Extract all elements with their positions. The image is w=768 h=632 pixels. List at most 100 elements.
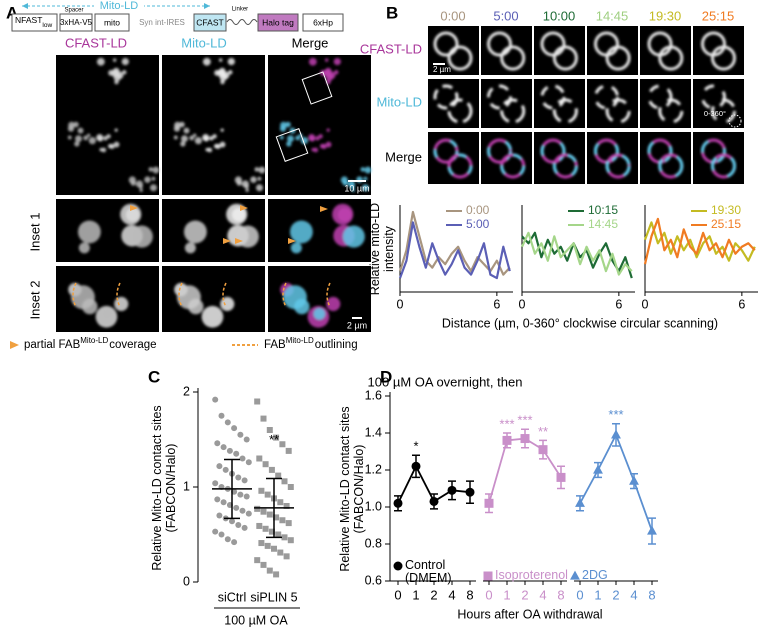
inset-box: [275, 128, 309, 162]
droplet: [244, 184, 249, 189]
droplet: [289, 220, 313, 244]
scan-label: 0-360°: [704, 109, 726, 118]
ring: [487, 31, 512, 57]
y-tick-label: 2: [183, 384, 190, 398]
micrograph: [693, 79, 744, 128]
marker: [264, 491, 271, 498]
micrograph-content: [647, 84, 684, 124]
y-axis-label: Relative Mito-LD contact sites (FABCON/H…: [338, 406, 366, 572]
micrograph-content: [594, 31, 631, 71]
droplet: [323, 69, 331, 78]
construct-box: [59, 13, 93, 32]
droplet: [113, 141, 120, 148]
marker: [218, 412, 225, 419]
micrograph-content: [540, 138, 578, 179]
droplet: [151, 176, 156, 181]
chart-title: 100 µM OA overnight, then: [368, 374, 523, 389]
marker: [262, 525, 269, 532]
ring: [711, 45, 736, 71]
droplet: [334, 70, 339, 75]
droplet: [148, 167, 154, 172]
droplet: [112, 58, 117, 62]
x-axis-label: Distance (µm, 0-360° clockwise circular …: [442, 316, 718, 330]
x-axis-label: 100 µM OA: [224, 613, 288, 627]
marker: [214, 496, 221, 503]
micrograph-content: [183, 203, 259, 254]
ring: [552, 98, 578, 124]
ring: [447, 98, 473, 124]
droplet: [279, 135, 284, 140]
droplet: [152, 166, 160, 174]
scale-bar-label: 2 µm: [433, 65, 451, 74]
marker: [214, 440, 221, 447]
droplet: [121, 57, 129, 66]
marker: [254, 557, 261, 564]
droplet: [203, 135, 210, 142]
construct-part: Syn int-IRES: [139, 18, 185, 27]
marker: [556, 472, 566, 482]
construct-box: [94, 13, 130, 32]
marker: [283, 503, 290, 509]
micrograph-content: [647, 138, 684, 179]
marker: [241, 524, 248, 531]
marker: [239, 507, 246, 514]
panel-label: C: [148, 367, 160, 386]
x-tick-label: 2: [521, 587, 528, 602]
coverage-marker: [320, 206, 328, 212]
legend-label: 2DG: [582, 568, 608, 582]
construct-part: 3xHA-V5: [60, 18, 93, 27]
micrograph-content: [280, 282, 341, 328]
x-tick-label: 2: [612, 587, 619, 602]
marker: [273, 571, 280, 578]
droplet: [184, 242, 196, 254]
x-tick-label: 6: [493, 297, 500, 311]
droplet: [176, 285, 201, 310]
droplet: [97, 135, 104, 142]
legend-label: outlining: [315, 339, 358, 351]
micrograph-content: [594, 84, 631, 124]
ring-overlay: [487, 138, 512, 164]
outline-marker: [282, 282, 287, 308]
marker: [212, 480, 219, 487]
droplet: [321, 143, 327, 150]
series-line: [398, 221, 511, 280]
marker: [243, 493, 250, 500]
construct: Mito-LD NFASTlow Spacer 3xHA-V5 mito Syn…: [11, 0, 344, 32]
marker: [411, 461, 421, 471]
droplet: [279, 125, 287, 132]
droplet: [192, 133, 197, 138]
x-axis-label: Hours after OA withdrawal: [457, 607, 602, 621]
droplet: [101, 307, 114, 320]
marker: [245, 459, 252, 466]
marker: [260, 561, 267, 568]
ring: [540, 31, 566, 57]
droplet: [255, 184, 264, 192]
subscript: low: [42, 22, 52, 29]
marker: [279, 517, 286, 524]
marker: [629, 475, 639, 485]
ring: [540, 84, 566, 110]
ring-overlay: [433, 138, 459, 164]
construct-part: mito: [104, 17, 120, 27]
x-tick-label: 8: [557, 587, 564, 602]
marker: [393, 561, 403, 571]
droplet: [364, 166, 372, 174]
ring: [487, 84, 512, 110]
y-tick-label: 0: [183, 574, 190, 588]
ring-overlay: [711, 153, 736, 179]
marker: [220, 499, 227, 506]
ring-overlay: [594, 138, 619, 164]
y-tick-label: 1.2: [365, 462, 382, 476]
droplet: [245, 188, 249, 192]
legend-label: 25:15: [711, 217, 741, 231]
inset-box: [301, 71, 333, 105]
scale-bar-label: 2 µm: [347, 320, 367, 330]
y-tick-label: 1.0: [365, 499, 382, 513]
construct-part: NFASTlow: [15, 15, 52, 28]
marker: [264, 542, 271, 549]
droplet: [181, 135, 188, 143]
micrograph-content: [540, 31, 578, 71]
coverage-marker: [240, 205, 248, 211]
droplet: [326, 296, 341, 312]
